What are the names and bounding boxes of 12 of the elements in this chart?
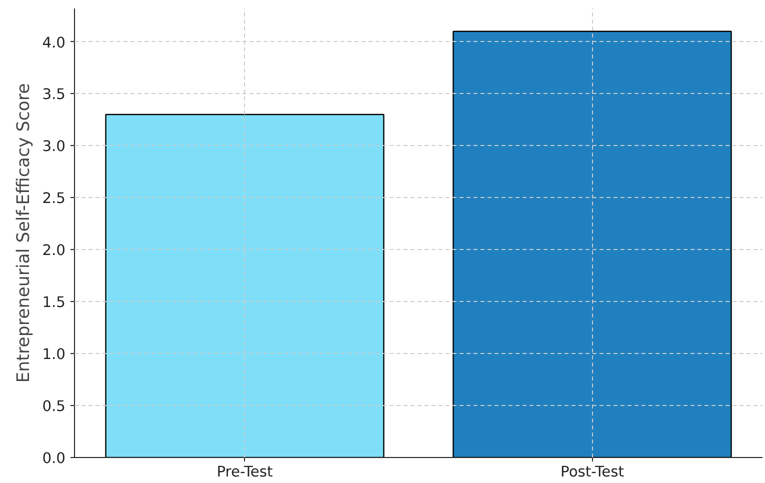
- y-tick-label: 0.0: [42, 450, 66, 467]
- y-axis-title: Entrepreneurial Self-Efficacy Score: [14, 83, 34, 383]
- x-tick-label: Post-Test: [560, 464, 624, 480]
- y-tick-label: 1.5: [42, 294, 66, 312]
- y-tick-label: 0.5: [42, 398, 66, 416]
- y-tick-label: 2.0: [42, 242, 66, 260]
- y-tick-label: 4.0: [42, 34, 66, 52]
- y-tick-label: 1.0: [42, 346, 66, 364]
- y-tick-label: 3.5: [42, 86, 66, 104]
- y-tick-label: 2.5: [42, 190, 66, 208]
- x-tick-label: Pre-Test: [216, 464, 274, 480]
- y-tick-label: 3.0: [42, 138, 66, 156]
